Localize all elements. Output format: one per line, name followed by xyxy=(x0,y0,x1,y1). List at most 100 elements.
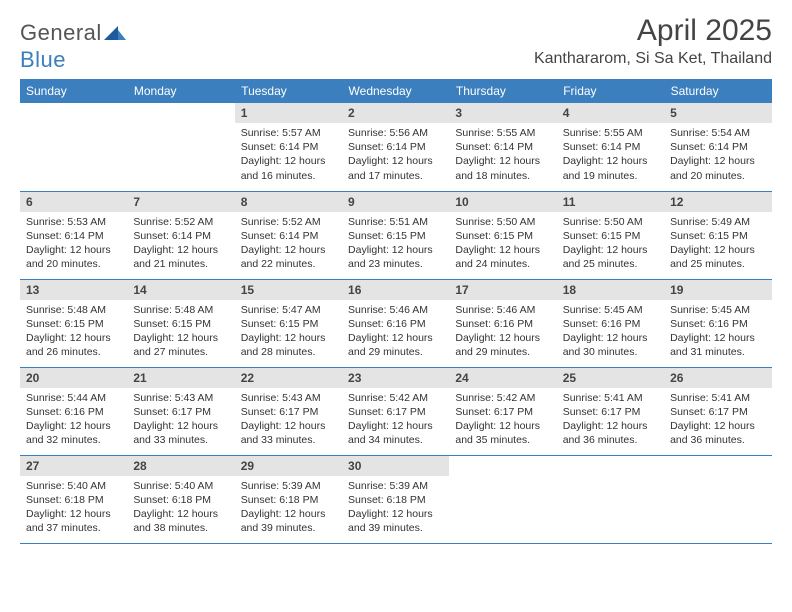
calendar-cell: 25Sunrise: 5:41 AMSunset: 6:17 PMDayligh… xyxy=(557,367,664,455)
header: General Blue April 2025 Kanthararom, Si … xyxy=(20,14,772,73)
calendar-cell: 12Sunrise: 5:49 AMSunset: 6:15 PMDayligh… xyxy=(664,191,771,279)
day-info: Sunrise: 5:52 AMSunset: 6:14 PMDaylight:… xyxy=(235,212,342,276)
day-info: Sunrise: 5:43 AMSunset: 6:17 PMDaylight:… xyxy=(127,388,234,452)
day-number: 24 xyxy=(449,368,556,388)
calendar-cell: 26Sunrise: 5:41 AMSunset: 6:17 PMDayligh… xyxy=(664,367,771,455)
day-number: 5 xyxy=(664,103,771,123)
day-info: Sunrise: 5:39 AMSunset: 6:18 PMDaylight:… xyxy=(235,476,342,540)
calendar-body: 1Sunrise: 5:57 AMSunset: 6:14 PMDaylight… xyxy=(20,103,772,543)
month-title: April 2025 xyxy=(534,14,772,48)
calendar-cell: 15Sunrise: 5:47 AMSunset: 6:15 PMDayligh… xyxy=(235,279,342,367)
day-number: 17 xyxy=(449,280,556,300)
day-number: 22 xyxy=(235,368,342,388)
calendar-cell: 24Sunrise: 5:42 AMSunset: 6:17 PMDayligh… xyxy=(449,367,556,455)
calendar-cell: 1Sunrise: 5:57 AMSunset: 6:14 PMDaylight… xyxy=(235,103,342,191)
calendar-cell: 6Sunrise: 5:53 AMSunset: 6:14 PMDaylight… xyxy=(20,191,127,279)
day-number: 27 xyxy=(20,456,127,476)
day-number: 30 xyxy=(342,456,449,476)
day-info: Sunrise: 5:53 AMSunset: 6:14 PMDaylight:… xyxy=(20,212,127,276)
day-info: Sunrise: 5:51 AMSunset: 6:15 PMDaylight:… xyxy=(342,212,449,276)
day-number: 25 xyxy=(557,368,664,388)
calendar-row: 20Sunrise: 5:44 AMSunset: 6:16 PMDayligh… xyxy=(20,367,772,455)
calendar-cell: 28Sunrise: 5:40 AMSunset: 6:18 PMDayligh… xyxy=(127,455,234,543)
day-number: 13 xyxy=(20,280,127,300)
day-info: Sunrise: 5:50 AMSunset: 6:15 PMDaylight:… xyxy=(557,212,664,276)
calendar-cell xyxy=(449,455,556,543)
day-info: Sunrise: 5:40 AMSunset: 6:18 PMDaylight:… xyxy=(127,476,234,540)
day-number: 19 xyxy=(664,280,771,300)
weekday-header-row: SundayMondayTuesdayWednesdayThursdayFrid… xyxy=(20,79,772,103)
calendar-cell: 2Sunrise: 5:56 AMSunset: 6:14 PMDaylight… xyxy=(342,103,449,191)
calendar-row: 27Sunrise: 5:40 AMSunset: 6:18 PMDayligh… xyxy=(20,455,772,543)
day-info: Sunrise: 5:50 AMSunset: 6:15 PMDaylight:… xyxy=(449,212,556,276)
day-number: 8 xyxy=(235,192,342,212)
calendar-table: SundayMondayTuesdayWednesdayThursdayFrid… xyxy=(20,79,772,544)
day-info: Sunrise: 5:41 AMSunset: 6:17 PMDaylight:… xyxy=(557,388,664,452)
day-number: 6 xyxy=(20,192,127,212)
day-number: 29 xyxy=(235,456,342,476)
calendar-cell: 16Sunrise: 5:46 AMSunset: 6:16 PMDayligh… xyxy=(342,279,449,367)
day-number: 7 xyxy=(127,192,234,212)
calendar-cell xyxy=(557,455,664,543)
day-number: 18 xyxy=(557,280,664,300)
day-info: Sunrise: 5:42 AMSunset: 6:17 PMDaylight:… xyxy=(342,388,449,452)
day-number: 16 xyxy=(342,280,449,300)
weekday-header: Monday xyxy=(127,79,234,103)
day-number: 4 xyxy=(557,103,664,123)
day-info: Sunrise: 5:40 AMSunset: 6:18 PMDaylight:… xyxy=(20,476,127,540)
day-info: Sunrise: 5:42 AMSunset: 6:17 PMDaylight:… xyxy=(449,388,556,452)
calendar-row: 13Sunrise: 5:48 AMSunset: 6:15 PMDayligh… xyxy=(20,279,772,367)
calendar-cell: 4Sunrise: 5:55 AMSunset: 6:14 PMDaylight… xyxy=(557,103,664,191)
calendar-cell: 23Sunrise: 5:42 AMSunset: 6:17 PMDayligh… xyxy=(342,367,449,455)
day-info: Sunrise: 5:48 AMSunset: 6:15 PMDaylight:… xyxy=(127,300,234,364)
day-info: Sunrise: 5:54 AMSunset: 6:14 PMDaylight:… xyxy=(664,123,771,187)
day-info: Sunrise: 5:39 AMSunset: 6:18 PMDaylight:… xyxy=(342,476,449,540)
calendar-cell xyxy=(127,103,234,191)
day-info: Sunrise: 5:46 AMSunset: 6:16 PMDaylight:… xyxy=(449,300,556,364)
day-info: Sunrise: 5:52 AMSunset: 6:14 PMDaylight:… xyxy=(127,212,234,276)
day-info: Sunrise: 5:43 AMSunset: 6:17 PMDaylight:… xyxy=(235,388,342,452)
calendar-cell xyxy=(664,455,771,543)
weekday-header: Thursday xyxy=(449,79,556,103)
day-info: Sunrise: 5:47 AMSunset: 6:15 PMDaylight:… xyxy=(235,300,342,364)
day-number: 2 xyxy=(342,103,449,123)
logo: General Blue xyxy=(20,14,126,73)
calendar-cell: 22Sunrise: 5:43 AMSunset: 6:17 PMDayligh… xyxy=(235,367,342,455)
calendar-cell: 21Sunrise: 5:43 AMSunset: 6:17 PMDayligh… xyxy=(127,367,234,455)
weekday-header: Wednesday xyxy=(342,79,449,103)
calendar-cell: 18Sunrise: 5:45 AMSunset: 6:16 PMDayligh… xyxy=(557,279,664,367)
calendar-cell: 20Sunrise: 5:44 AMSunset: 6:16 PMDayligh… xyxy=(20,367,127,455)
day-number: 15 xyxy=(235,280,342,300)
day-info: Sunrise: 5:46 AMSunset: 6:16 PMDaylight:… xyxy=(342,300,449,364)
day-number: 20 xyxy=(20,368,127,388)
day-number: 26 xyxy=(664,368,771,388)
weekday-header: Saturday xyxy=(664,79,771,103)
day-info: Sunrise: 5:44 AMSunset: 6:16 PMDaylight:… xyxy=(20,388,127,452)
calendar-cell: 29Sunrise: 5:39 AMSunset: 6:18 PMDayligh… xyxy=(235,455,342,543)
day-info: Sunrise: 5:56 AMSunset: 6:14 PMDaylight:… xyxy=(342,123,449,187)
day-info: Sunrise: 5:55 AMSunset: 6:14 PMDaylight:… xyxy=(557,123,664,187)
logo-mark-icon xyxy=(104,26,126,45)
weekday-header: Sunday xyxy=(20,79,127,103)
logo-text-blue: Blue xyxy=(20,47,66,72)
day-number: 21 xyxy=(127,368,234,388)
calendar-cell: 30Sunrise: 5:39 AMSunset: 6:18 PMDayligh… xyxy=(342,455,449,543)
day-number: 11 xyxy=(557,192,664,212)
calendar-row: 1Sunrise: 5:57 AMSunset: 6:14 PMDaylight… xyxy=(20,103,772,191)
calendar-cell: 27Sunrise: 5:40 AMSunset: 6:18 PMDayligh… xyxy=(20,455,127,543)
day-number: 9 xyxy=(342,192,449,212)
day-number: 28 xyxy=(127,456,234,476)
logo-text: General Blue xyxy=(20,20,126,73)
calendar-cell: 3Sunrise: 5:55 AMSunset: 6:14 PMDaylight… xyxy=(449,103,556,191)
calendar-cell: 19Sunrise: 5:45 AMSunset: 6:16 PMDayligh… xyxy=(664,279,771,367)
calendar-cell: 17Sunrise: 5:46 AMSunset: 6:16 PMDayligh… xyxy=(449,279,556,367)
calendar-cell: 13Sunrise: 5:48 AMSunset: 6:15 PMDayligh… xyxy=(20,279,127,367)
calendar-row: 6Sunrise: 5:53 AMSunset: 6:14 PMDaylight… xyxy=(20,191,772,279)
calendar-cell: 7Sunrise: 5:52 AMSunset: 6:14 PMDaylight… xyxy=(127,191,234,279)
calendar-cell: 11Sunrise: 5:50 AMSunset: 6:15 PMDayligh… xyxy=(557,191,664,279)
day-info: Sunrise: 5:55 AMSunset: 6:14 PMDaylight:… xyxy=(449,123,556,187)
logo-text-general: General xyxy=(20,20,102,45)
calendar-cell xyxy=(20,103,127,191)
day-number: 3 xyxy=(449,103,556,123)
calendar-cell: 14Sunrise: 5:48 AMSunset: 6:15 PMDayligh… xyxy=(127,279,234,367)
